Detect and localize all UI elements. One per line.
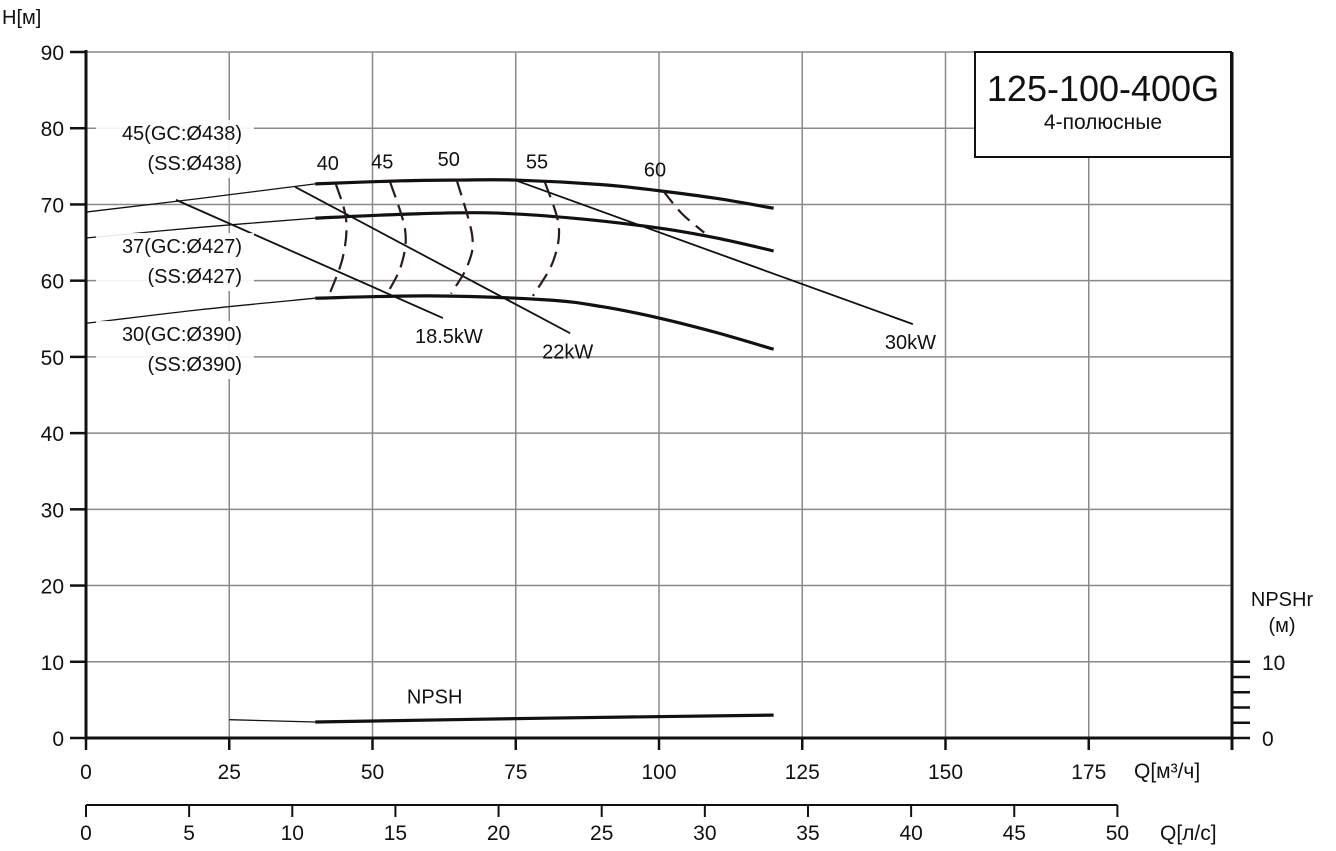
x2-tick-label: 30	[693, 822, 716, 845]
head-curve	[315, 178, 774, 210]
npsh-curve	[315, 713, 774, 724]
labels: 45(GC:Ø438) (SS:Ø438) 37(GC:Ø427) (SS:Ø427)…	[96, 120, 936, 709]
power-line	[294, 186, 571, 335]
x2-tick-label: 5	[183, 822, 195, 845]
x2-tick-label: 20	[487, 822, 510, 845]
y-tick-label: 80	[41, 118, 64, 141]
grid	[86, 51, 1232, 738]
x-tick-label: 50	[361, 761, 384, 784]
chart-subtitle: 4-полюсные	[1044, 111, 1162, 134]
x-axis-label: Q[м³/ч]	[1134, 760, 1200, 783]
y-tick-label: 20	[41, 576, 64, 599]
chart-title: 125-100-400G	[987, 68, 1219, 109]
label-bg	[96, 233, 254, 291]
x2-axis-label: Q[л/с]	[1160, 822, 1217, 845]
y-tick-label: 0	[52, 728, 64, 751]
efficiency-curve	[662, 190, 705, 234]
efficiency-label: 55	[526, 151, 548, 173]
x-tick-label: 75	[504, 761, 527, 784]
efficiency-curve	[326, 183, 348, 299]
label-bg	[96, 321, 254, 379]
x-tick-label: 100	[641, 761, 676, 784]
x2-tick-label: 25	[590, 822, 613, 845]
y-tick-label: 40	[41, 423, 64, 446]
head-curve	[315, 294, 775, 351]
efficiency-label: 40	[317, 153, 339, 175]
efficiency-label: 60	[644, 160, 666, 182]
head-curve-extension	[85, 183, 316, 213]
efficiency-curve	[450, 179, 474, 295]
power-line-label: 30kW	[885, 332, 936, 354]
x-tick-label: 175	[1071, 761, 1106, 784]
head-curve-label: (SS:Ø427)	[148, 266, 242, 288]
x2-tick-label: 45	[1003, 822, 1026, 845]
x-tick-label: 25	[218, 761, 241, 784]
x2-tick-label: 50	[1106, 822, 1129, 845]
x-tick-label: 150	[928, 761, 963, 784]
series	[85, 178, 914, 724]
x-tick-label: 0	[80, 761, 92, 784]
title-box	[974, 51, 1232, 158]
head-curve-label: 30(GC:Ø390)	[122, 324, 242, 346]
head-curve-label: (SS:Ø438)	[148, 153, 242, 175]
power-line	[175, 199, 444, 319]
y-tick-label: 90	[41, 42, 64, 65]
y-tick-label: 30	[41, 499, 64, 522]
y-tick-label: 70	[41, 194, 64, 217]
y2-axis-label-line1: NPSHr	[1251, 589, 1314, 611]
efficiency-label: 50	[438, 149, 460, 171]
y-tick-label: 50	[41, 347, 64, 370]
head-curve-extension	[85, 297, 316, 324]
efficiency-curve	[385, 182, 407, 296]
npsh-curve-extension	[229, 719, 316, 723]
efficiency-label: 45	[371, 151, 393, 173]
y2-axis-label-line2: (м)	[1268, 615, 1295, 637]
x2-tick-label: 0	[80, 822, 92, 845]
head-curve-label: 45(GC:Ø438)	[122, 123, 242, 145]
label-bg	[96, 120, 254, 178]
power-line-label: 18.5kW	[415, 326, 483, 348]
power-line	[516, 179, 914, 325]
x2-tick-label: 35	[796, 822, 819, 845]
y-tick-label: 10	[41, 652, 64, 675]
npsh-curve-label: NPSH	[407, 687, 463, 709]
head-curve-label: 37(GC:Ø427)	[122, 236, 242, 258]
y2-tick-label: 10	[1262, 652, 1285, 675]
head-curve-label: (SS:Ø390)	[148, 354, 242, 376]
x2-tick-label: 10	[281, 822, 304, 845]
y-axis-label: H[м]	[2, 7, 41, 29]
x2-tick-label: 40	[899, 822, 922, 845]
y2-tick-label: 0	[1262, 728, 1274, 751]
y-tick-label: 60	[41, 271, 64, 294]
x2-tick-label: 15	[384, 822, 407, 845]
efficiency-curve	[531, 181, 561, 297]
power-line-label: 22kW	[542, 341, 593, 363]
x-tick-label: 125	[785, 761, 820, 784]
